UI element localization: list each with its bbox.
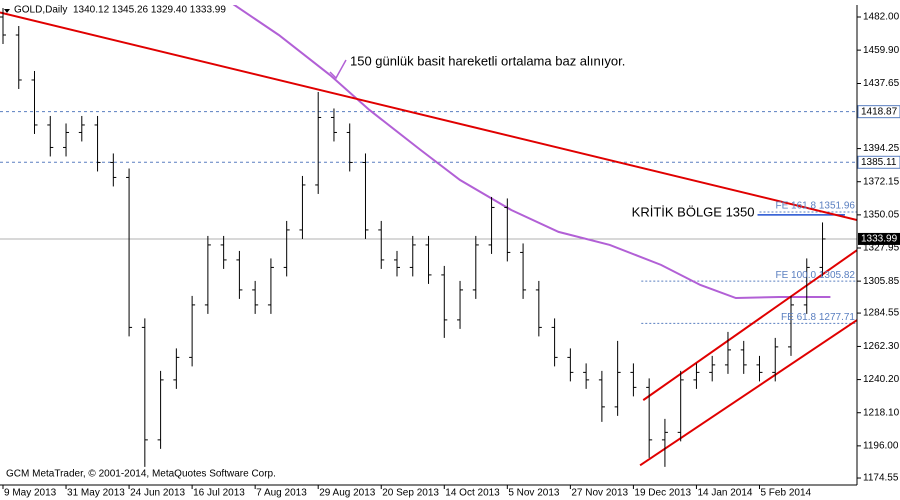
- y-tick-label: 1327.95: [863, 243, 900, 254]
- moving-average: [232, 5, 831, 300]
- x-tick-label: 16 Jul 2013: [193, 488, 245, 499]
- trend-line: [0, 11, 857, 222]
- x-tick-label: 19 Dec 2013: [634, 488, 691, 499]
- y-tick-label: 1196.00: [863, 441, 899, 452]
- price-level-box: [857, 105, 900, 119]
- chart-title: GOLD,Daily: [14, 5, 67, 16]
- fe-label: FE 100.0 1305.82: [775, 270, 855, 281]
- y-tick-label: 1482.00: [863, 12, 900, 23]
- fe-label: FE 61.8 1277.71: [781, 312, 855, 323]
- y-tick-label: 1240.20: [863, 374, 900, 385]
- trend-line: [639, 319, 857, 467]
- x-tick-label: 29 Aug 2013: [319, 488, 376, 499]
- annotation: 150 günlük basit hareketli ortalama baz …: [350, 53, 625, 68]
- y-tick-label: 1218.10: [863, 407, 900, 418]
- y-tick-label: 1372.15: [863, 176, 900, 187]
- fe-label: FE 161.8 1351.96: [775, 201, 855, 212]
- critical-label: KRİTİK BÖLGE 1350: [632, 204, 755, 219]
- price-level-label: 1385.11: [861, 157, 897, 168]
- x-tick-label: 14 Jan 2014: [697, 488, 752, 499]
- x-tick-label: 27 Nov 2013: [571, 488, 628, 499]
- price-level-label: 1418.87: [861, 106, 898, 117]
- x-tick-label: 20 Sep 2013: [382, 488, 439, 499]
- x-tick-label: 14 Oct 2013: [445, 488, 500, 499]
- plot-area: [0, 5, 857, 467]
- quote: 1340.12 1345.26 1329.40 1333.99: [73, 5, 226, 16]
- annotation-arrow: [329, 59, 347, 80]
- y-tick-label: 1284.55: [863, 308, 900, 319]
- y-tick-label: 1394.25: [863, 143, 900, 154]
- price-level-box: [857, 155, 900, 169]
- x-tick-label: 5 Feb 2014: [760, 488, 811, 499]
- current-price-box: [858, 232, 900, 245]
- trend-line: [642, 249, 857, 401]
- x-tick-label: 5 Nov 2013: [508, 488, 560, 499]
- y-tick-label: 1459.90: [863, 45, 900, 56]
- symbol-icon: [4, 9, 10, 13]
- x-tick-label: 24 Jun 2013: [130, 488, 185, 499]
- footer: GCM MetaTrader, © 2001-2014, MetaQuotes …: [6, 469, 276, 480]
- y-tick-label: 1174.55: [863, 473, 899, 484]
- current-price-label: 1333.99: [861, 234, 898, 245]
- y-tick-label: 1437.65: [863, 78, 900, 89]
- y-tick-label: 1305.85: [863, 276, 900, 287]
- x-tick-label: 31 May 2013: [67, 488, 125, 499]
- y-tick-label: 1262.30: [863, 341, 900, 352]
- x-tick-label: 9 May 2013: [4, 488, 57, 499]
- y-tick-label: 1350.05: [863, 210, 900, 221]
- x-tick-label: 7 Aug 2013: [256, 488, 307, 499]
